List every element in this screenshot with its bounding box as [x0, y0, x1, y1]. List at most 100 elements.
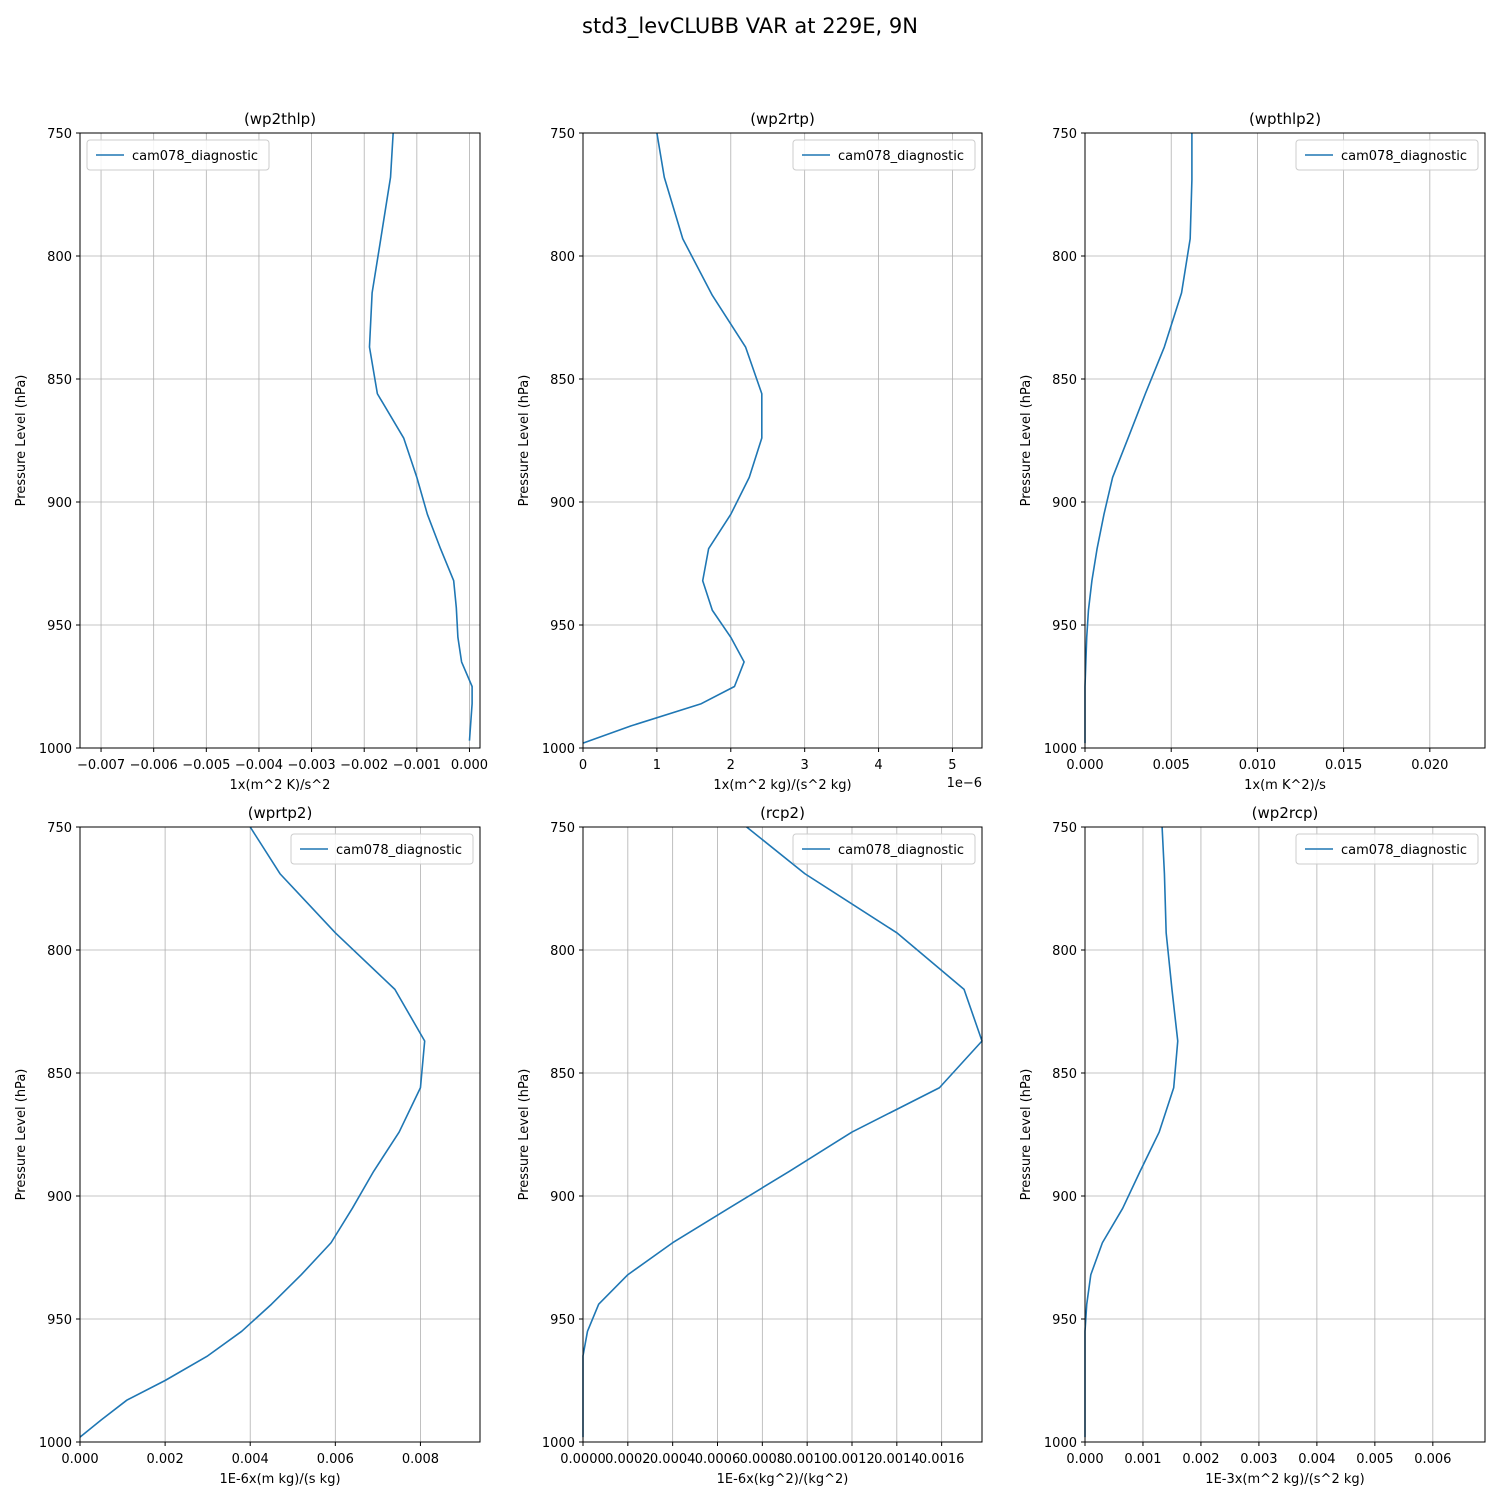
- y-tick-label: 800: [47, 944, 72, 959]
- y-tick-label: 1000: [1044, 1436, 1077, 1451]
- y-tick-label: 950: [1052, 619, 1077, 634]
- x-axis-label: 1E-6x(kg^2)/(kg^2): [717, 1472, 849, 1487]
- subplot-2: 0 1 2 3 4 5 750 800 850 900 950 1000 (wp2rtp) 1x(m^2 …: [517, 110, 983, 793]
- x-axis-label: 1E-6x(m kg)/(s kg): [219, 1472, 340, 1487]
- series-line-1: [582, 132, 763, 744]
- y-tick-label: 750: [550, 127, 575, 142]
- x-axis-label: 1E-3x(m^2 kg)/(s^2 kg): [1205, 1472, 1364, 1487]
- x-tick-label: 0.0002: [605, 1452, 651, 1467]
- legend-label: cam078_diagnostic: [838, 843, 964, 858]
- subplot-4: 0.000 0.002 0.004 0.006 0.008 750 800 850 900 950…: [14, 804, 481, 1487]
- y-tick-label: 750: [47, 127, 72, 142]
- y-axis-label: Pressure Level (hPa): [14, 375, 29, 507]
- x-tick-label: 0.004: [1298, 1452, 1335, 1467]
- axes-frame: [582, 826, 983, 1443]
- y-tick-label: 900: [1052, 496, 1077, 511]
- figure-title: std3_levCLUBB VAR at 229E, 9N: [582, 14, 918, 38]
- x-tick-label: 0.008: [402, 1452, 439, 1467]
- subplot-title: (wp2thlp): [244, 110, 316, 128]
- x-tick-label: 0.006: [1414, 1452, 1451, 1467]
- x-tick-label: 0.000: [1066, 1452, 1103, 1467]
- subplot-title: (rcp2): [760, 804, 805, 822]
- y-tick-label: 950: [47, 1313, 72, 1328]
- legend-label: cam078_diagnostic: [132, 149, 258, 164]
- y-tick-label: 950: [47, 619, 72, 634]
- y-tick-label: 1000: [542, 742, 575, 757]
- x-tick-label: 0.0016: [919, 1452, 965, 1467]
- y-tick-label: 850: [1052, 373, 1077, 388]
- x-tick-label: −0.003: [288, 758, 336, 773]
- y-tick-label: 800: [550, 944, 575, 959]
- x-tick-label: 0.0010: [784, 1452, 830, 1467]
- legend-box: [1295, 139, 1479, 171]
- y-axis-label: Pressure Level (hPa): [1019, 375, 1034, 507]
- legend-label: cam078_diagnostic: [838, 149, 964, 164]
- y-axis-label: Pressure Level (hPa): [1019, 1069, 1034, 1201]
- series-line-1: [582, 826, 983, 1438]
- series-line-1: [79, 826, 426, 1438]
- y-tick-label: 850: [1052, 1067, 1077, 1082]
- x-tick-label: 0.020: [1411, 758, 1448, 773]
- legend-label: cam078_diagnostic: [1341, 843, 1467, 858]
- series-line-1: [1084, 133, 1193, 744]
- x-tick-label: 0.0014: [874, 1452, 920, 1467]
- y-tick-label: 900: [47, 496, 72, 511]
- y-tick-label: 1000: [39, 1436, 72, 1451]
- y-tick-label: 800: [1052, 250, 1077, 265]
- axes-frame: [1084, 826, 1486, 1443]
- x-tick-label: 0.0008: [740, 1452, 786, 1467]
- subplot-1: −0.007 −0.006 −0.005 −0.004 −0.003 −0.002 −0.0…: [14, 110, 488, 793]
- x-tick-label: 0.000: [451, 758, 488, 773]
- legend: cam078_diagnostic: [86, 139, 270, 171]
- x-tick-label: 0.005: [1153, 758, 1190, 773]
- x-axis-label: 1x(m^2 K)/s^2: [230, 778, 331, 793]
- legend: cam078_diagnostic: [792, 139, 976, 171]
- x-offset-label: 1e−6: [947, 776, 982, 791]
- x-tick-label: 0.004: [232, 1452, 269, 1467]
- x-axis-label: 1x(m^2 kg)/(s^2 kg): [713, 778, 851, 793]
- series-line-1: [1084, 826, 1179, 1438]
- subplot-6: 0.000 0.001 0.002 0.003 0.004 0.005 0.006 750 80…: [1019, 804, 1486, 1487]
- y-tick-label: 850: [550, 373, 575, 388]
- legend: cam078_diagnostic: [1295, 139, 1479, 171]
- legend-box: [1295, 833, 1479, 865]
- y-tick-label: 900: [47, 1190, 72, 1205]
- axes-frame: [582, 132, 983, 749]
- y-tick-label: 900: [1052, 1190, 1077, 1205]
- x-tick-label: 0.005: [1356, 1452, 1393, 1467]
- series-line-1: [368, 132, 473, 741]
- x-tick-label: 1: [653, 758, 661, 773]
- x-tick-label: −0.004: [235, 758, 283, 773]
- axes-frame: [79, 132, 481, 749]
- x-axis-label: 1x(m K^2)/s: [1244, 778, 1326, 793]
- x-tick-label: 0.0004: [650, 1452, 696, 1467]
- y-tick-label: 850: [47, 1067, 72, 1082]
- axes-frame: [1084, 132, 1486, 749]
- y-tick-label: 950: [550, 619, 575, 634]
- x-tick-label: 4: [874, 758, 882, 773]
- x-tick-label: 0.0012: [829, 1452, 875, 1467]
- x-tick-label: 0.000: [61, 1452, 98, 1467]
- y-tick-label: 950: [550, 1313, 575, 1328]
- y-axis-label: Pressure Level (hPa): [517, 1069, 532, 1201]
- y-tick-label: 1000: [39, 742, 72, 757]
- y-tick-label: 750: [550, 821, 575, 836]
- subplot-title: (wprtp2): [248, 804, 313, 822]
- x-tick-label: −0.002: [340, 758, 388, 773]
- x-tick-label: 0.001: [1124, 1452, 1161, 1467]
- x-tick-label: 0.015: [1325, 758, 1362, 773]
- x-tick-label: 0.002: [1182, 1452, 1219, 1467]
- y-tick-label: 800: [47, 250, 72, 265]
- y-tick-label: 750: [1052, 821, 1077, 836]
- subplot-title: (wp2rcp): [1252, 804, 1319, 822]
- y-tick-label: 750: [47, 821, 72, 836]
- x-tick-label: 2: [727, 758, 735, 773]
- x-tick-label: 0.000: [1066, 758, 1103, 773]
- x-tick-label: 5: [948, 758, 956, 773]
- subplot-3: 0.000 0.005 0.010 0.015 0.020 750 800 850 900 950…: [1019, 110, 1486, 793]
- legend-box: [290, 833, 474, 865]
- y-axis-label: Pressure Level (hPa): [517, 375, 532, 507]
- y-tick-label: 800: [1052, 944, 1077, 959]
- legend-box: [792, 833, 976, 865]
